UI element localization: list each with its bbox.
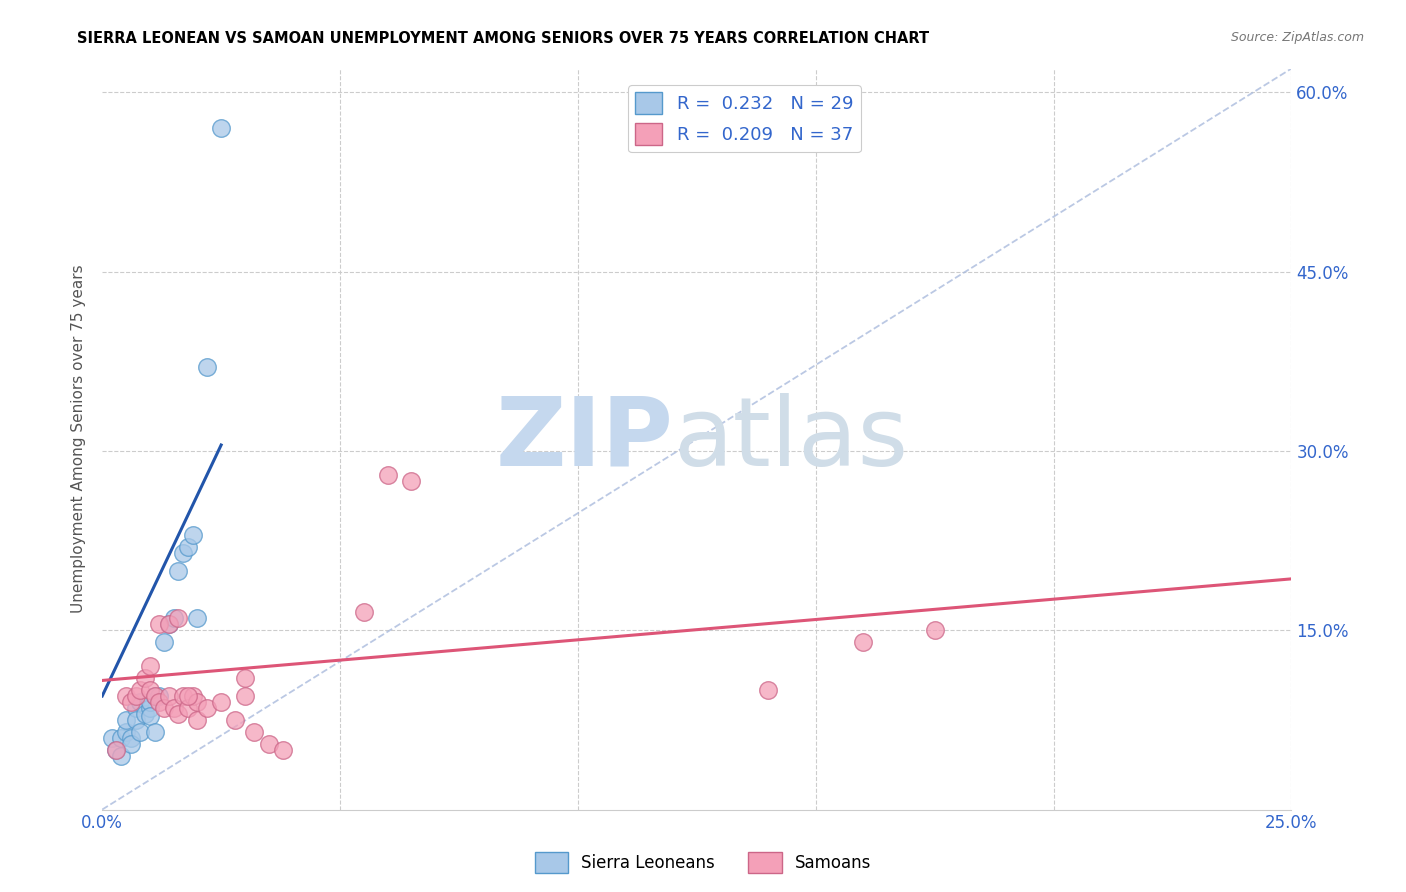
Point [110, 731, 132, 745]
Point [181, 689, 204, 703]
Point [134, 671, 156, 685]
Point [195, 701, 218, 715]
Point [100, 731, 122, 745]
Y-axis label: Unemployment Among Seniors over 75 years: Unemployment Among Seniors over 75 years [72, 265, 86, 614]
Point [167, 706, 190, 721]
Point [124, 713, 146, 727]
Point [157, 617, 180, 632]
Text: SIERRA LEONEAN VS SAMOAN UNEMPLOYMENT AMONG SENIORS OVER 75 YEARS CORRELATION CH: SIERRA LEONEAN VS SAMOAN UNEMPLOYMENT AM… [77, 31, 929, 46]
Point [172, 689, 194, 703]
Point [105, 743, 128, 757]
Point [186, 695, 208, 709]
Point [105, 743, 128, 757]
Point [139, 701, 162, 715]
Point [129, 724, 152, 739]
Point [167, 611, 190, 625]
Point [124, 689, 146, 703]
Point [115, 689, 138, 703]
Point [177, 701, 200, 715]
Point [186, 713, 208, 727]
Legend: Sierra Leoneans, Samoans: Sierra Leoneans, Samoans [527, 846, 879, 880]
Point [181, 527, 204, 541]
Text: ZIP: ZIP [495, 392, 673, 485]
Point [271, 743, 294, 757]
Point [120, 695, 142, 709]
Point [177, 540, 200, 554]
Point [139, 683, 162, 698]
Point [172, 545, 194, 559]
Point [243, 724, 266, 739]
Point [124, 701, 146, 715]
Point [157, 689, 180, 703]
Point [162, 611, 184, 625]
Point [924, 624, 946, 638]
Point [224, 713, 246, 727]
Point [134, 706, 156, 721]
Point [233, 689, 256, 703]
Point [257, 737, 280, 751]
Point [209, 121, 232, 136]
Point [120, 731, 142, 745]
Point [195, 360, 218, 375]
Point [110, 748, 132, 763]
Point [852, 635, 875, 649]
Point [143, 689, 166, 703]
Point [162, 701, 184, 715]
Point [153, 701, 176, 715]
Point [115, 724, 138, 739]
Point [209, 695, 232, 709]
Point [148, 689, 170, 703]
Point [756, 683, 779, 698]
Point [233, 671, 256, 685]
Point [139, 709, 162, 723]
Point [153, 635, 176, 649]
Point [120, 737, 142, 751]
Point [177, 689, 200, 703]
Point [167, 564, 190, 578]
Point [377, 467, 399, 482]
Point [143, 689, 166, 703]
Point [353, 605, 375, 619]
Point [401, 474, 423, 488]
Legend: R =  0.232   N = 29, R =  0.209   N = 37: R = 0.232 N = 29, R = 0.209 N = 37 [628, 85, 860, 153]
Point [148, 617, 170, 632]
Point [148, 695, 170, 709]
Point [129, 695, 152, 709]
Text: Source: ZipAtlas.com: Source: ZipAtlas.com [1230, 31, 1364, 45]
Text: atlas: atlas [673, 392, 908, 485]
Point [139, 659, 162, 673]
Point [143, 724, 166, 739]
Point [139, 695, 162, 709]
Point [186, 611, 208, 625]
Point [129, 683, 152, 698]
Point [157, 617, 180, 632]
Point [115, 713, 138, 727]
